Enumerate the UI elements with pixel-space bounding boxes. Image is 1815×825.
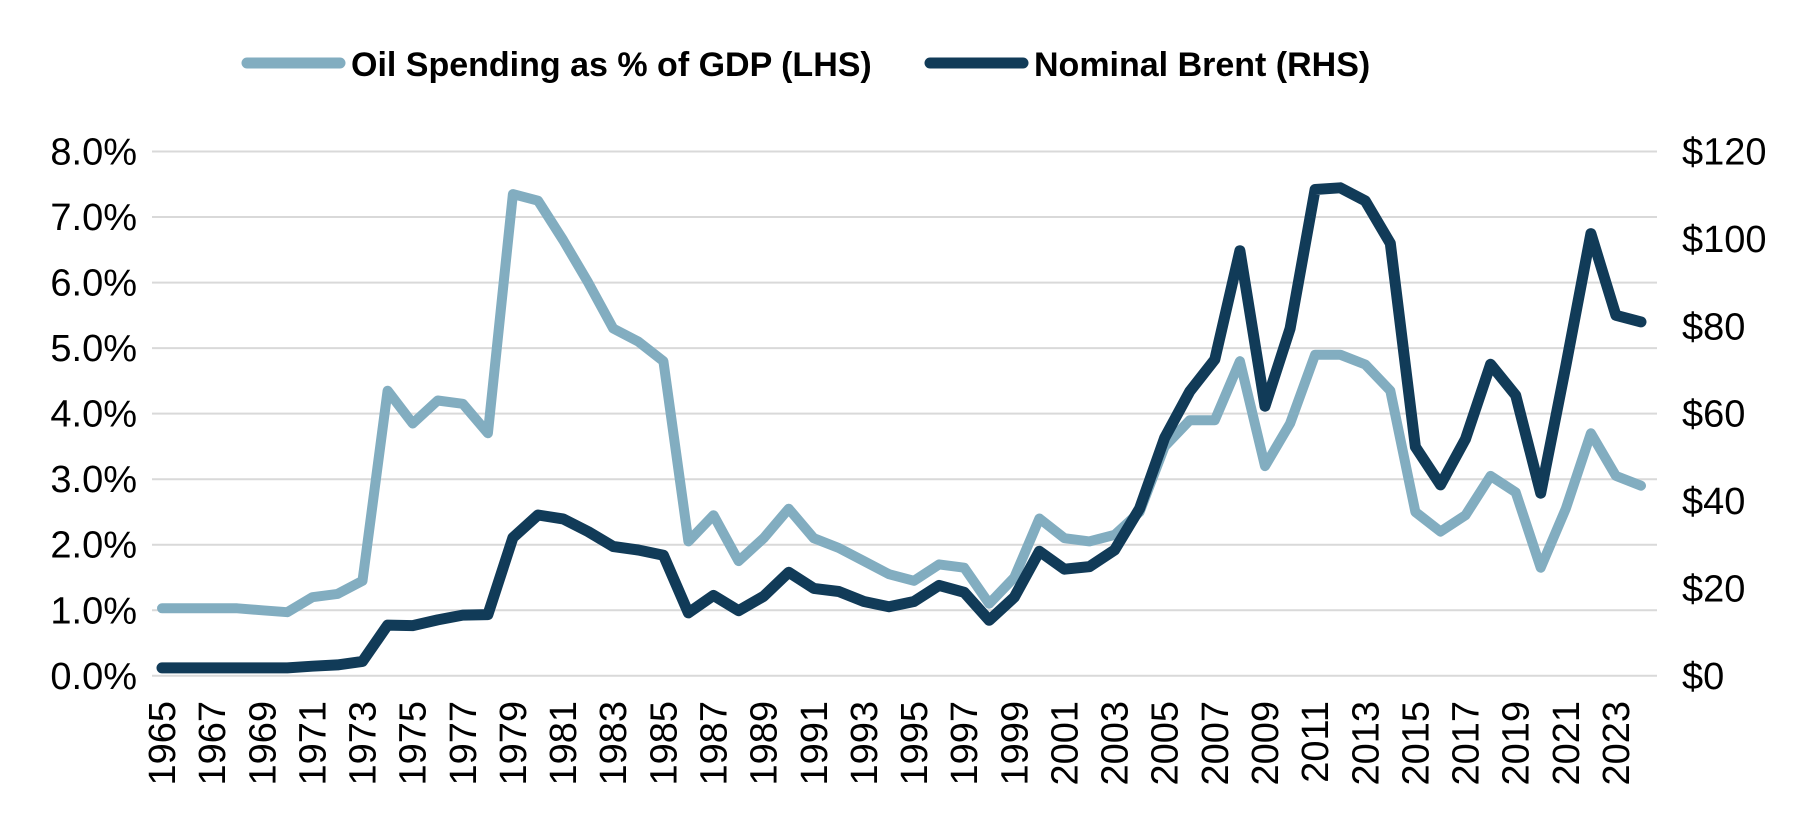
x-axis-tick-label: 1985 <box>643 701 685 786</box>
x-axis-tick-label: 1997 <box>944 701 986 786</box>
y-axis-left-tick-label: 0.0% <box>50 656 137 698</box>
x-axis-tick-label: 2015 <box>1395 701 1437 786</box>
y-axis-right-tick-label: $80 <box>1682 306 1745 348</box>
x-axis-tick-label: 2009 <box>1245 701 1287 786</box>
y-axis-right-tick-label: $120 <box>1682 132 1767 174</box>
y-axis-left-tick-label: 2.0% <box>50 525 137 567</box>
x-axis-tick-label: 2019 <box>1496 701 1538 786</box>
x-axis-tick-label: 1981 <box>543 701 585 786</box>
y-axis-left-tick-label: 4.0% <box>50 394 137 436</box>
x-axis-tick-label: 1975 <box>393 701 435 786</box>
x-axis-tick-label: 2001 <box>1044 701 1086 786</box>
x-axis-tick-label: 1967 <box>192 701 234 786</box>
x-axis-tick-label: 2011 <box>1295 701 1337 783</box>
x-axis-tick-label: 2007 <box>1195 701 1237 786</box>
x-axis-tick-label: 1977 <box>443 701 485 786</box>
y-axis-left-tick-label: 7.0% <box>50 197 137 239</box>
x-axis-tick-label: 1973 <box>343 701 385 786</box>
y-axis-left-tick-label: 5.0% <box>50 328 137 370</box>
x-axis-tick-label: 1989 <box>744 701 786 786</box>
x-axis-tick-label: 1971 <box>292 701 334 786</box>
x-axis-tick-label: 1987 <box>693 701 735 786</box>
y-axis-left-tick-label: 3.0% <box>50 459 137 501</box>
series-line-nominal-brent <box>156 182 1647 674</box>
x-axis-tick-label: 2005 <box>1145 701 1187 786</box>
y-axis-right-tick-label: $20 <box>1682 568 1745 610</box>
legend-label-nominal-brent: Nominal Brent (RHS) <box>1034 46 1370 84</box>
legend-label-oil-spending: Oil Spending as % of GDP (LHS) <box>351 46 872 84</box>
x-axis-tick-label: 1983 <box>593 701 635 786</box>
y-axis-right-tick-label: $100 <box>1682 219 1767 261</box>
x-axis-tick-label: 2013 <box>1345 701 1387 786</box>
x-axis-tick-label: 2017 <box>1446 701 1488 786</box>
x-axis-tick-label: 1995 <box>894 701 936 786</box>
series-line-oil-spending <box>157 189 1646 618</box>
x-axis-tick-label: 1991 <box>794 701 836 786</box>
x-axis-tick-label: 2021 <box>1546 701 1588 786</box>
y-axis-right-tick-label: $40 <box>1682 481 1745 523</box>
x-axis-tick-label: 1993 <box>844 701 886 786</box>
y-axis-left-tick-label: 1.0% <box>50 590 137 632</box>
y-axis-left-tick-label: 8.0% <box>50 132 137 174</box>
x-axis-tick-label: 1979 <box>493 701 535 786</box>
x-axis-tick-label: 1999 <box>994 701 1036 786</box>
x-axis-tick-label: 1969 <box>242 701 284 786</box>
y-axis-right-tick-label: $60 <box>1682 394 1745 436</box>
x-axis-tick-label: 1965 <box>142 701 184 786</box>
y-axis-left-tick-label: 6.0% <box>50 263 137 305</box>
y-axis-right-tick-label: $0 <box>1682 656 1724 698</box>
x-axis-tick-label: 2023 <box>1596 701 1638 786</box>
x-axis-tick-label: 2003 <box>1095 701 1137 786</box>
